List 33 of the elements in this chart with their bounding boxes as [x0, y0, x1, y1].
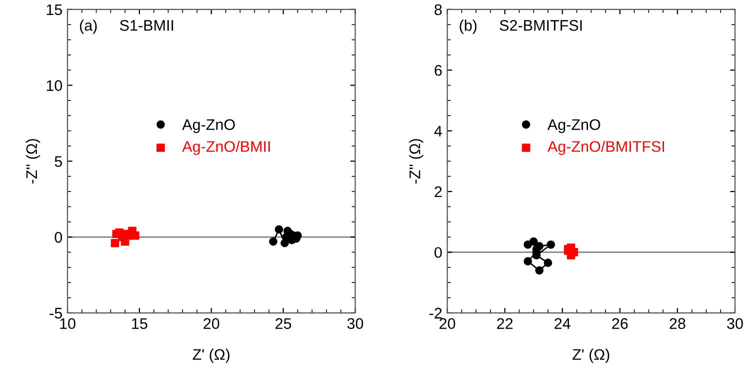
y-tick-label: 0 [54, 232, 62, 243]
y-tick-label: 10 [46, 80, 62, 91]
y-axis-title: -Z'' (Ω) [26, 139, 40, 184]
y-tick-label: 15 [46, 4, 62, 16]
x-tick-label: 28 [670, 318, 686, 329]
y-tick-label: -5 [50, 308, 62, 319]
y-tick-label: 2 [434, 186, 442, 198]
y-tick-label: 0 [434, 247, 442, 258]
y-tick-label: 6 [434, 64, 442, 76]
x-tick-label: 20 [204, 318, 220, 329]
x-tick-label: 30 [727, 318, 743, 329]
annotation: (b) [460, 20, 477, 34]
annotation: S2-BMITFSI [500, 20, 582, 31]
y-tick-label: 4 [434, 126, 442, 136]
annotation: (a) [80, 20, 97, 34]
x-axis-title: Z' (Ω) [572, 348, 610, 363]
x-tick-label: 26 [612, 318, 628, 329]
annotation: S1-BMII [120, 20, 174, 31]
x-tick-label: 30 [347, 318, 364, 329]
x-tick-label: 22 [497, 318, 513, 329]
y-tick-label: -2 [430, 308, 442, 318]
x-tick-label: 15 [132, 318, 148, 329]
x-tick-label: 20 [440, 318, 456, 329]
x-tick-label: 24 [554, 318, 570, 329]
y-tick-label: 5 [54, 156, 62, 167]
x-axis-title: Z' (Ω) [192, 348, 230, 363]
legend-label: Ag-ZnO [182, 119, 235, 134]
legend-label: Ag-ZnO [547, 119, 600, 134]
legend-label: Ag-ZnO/BMII [182, 140, 270, 155]
y-axis-title: -Z'' (Ω) [409, 139, 424, 184]
x-tick-label: 25 [276, 318, 292, 329]
legend-label: Ag-ZnO/BMITFSI [547, 140, 664, 155]
y-tick-label: 8 [434, 4, 442, 16]
